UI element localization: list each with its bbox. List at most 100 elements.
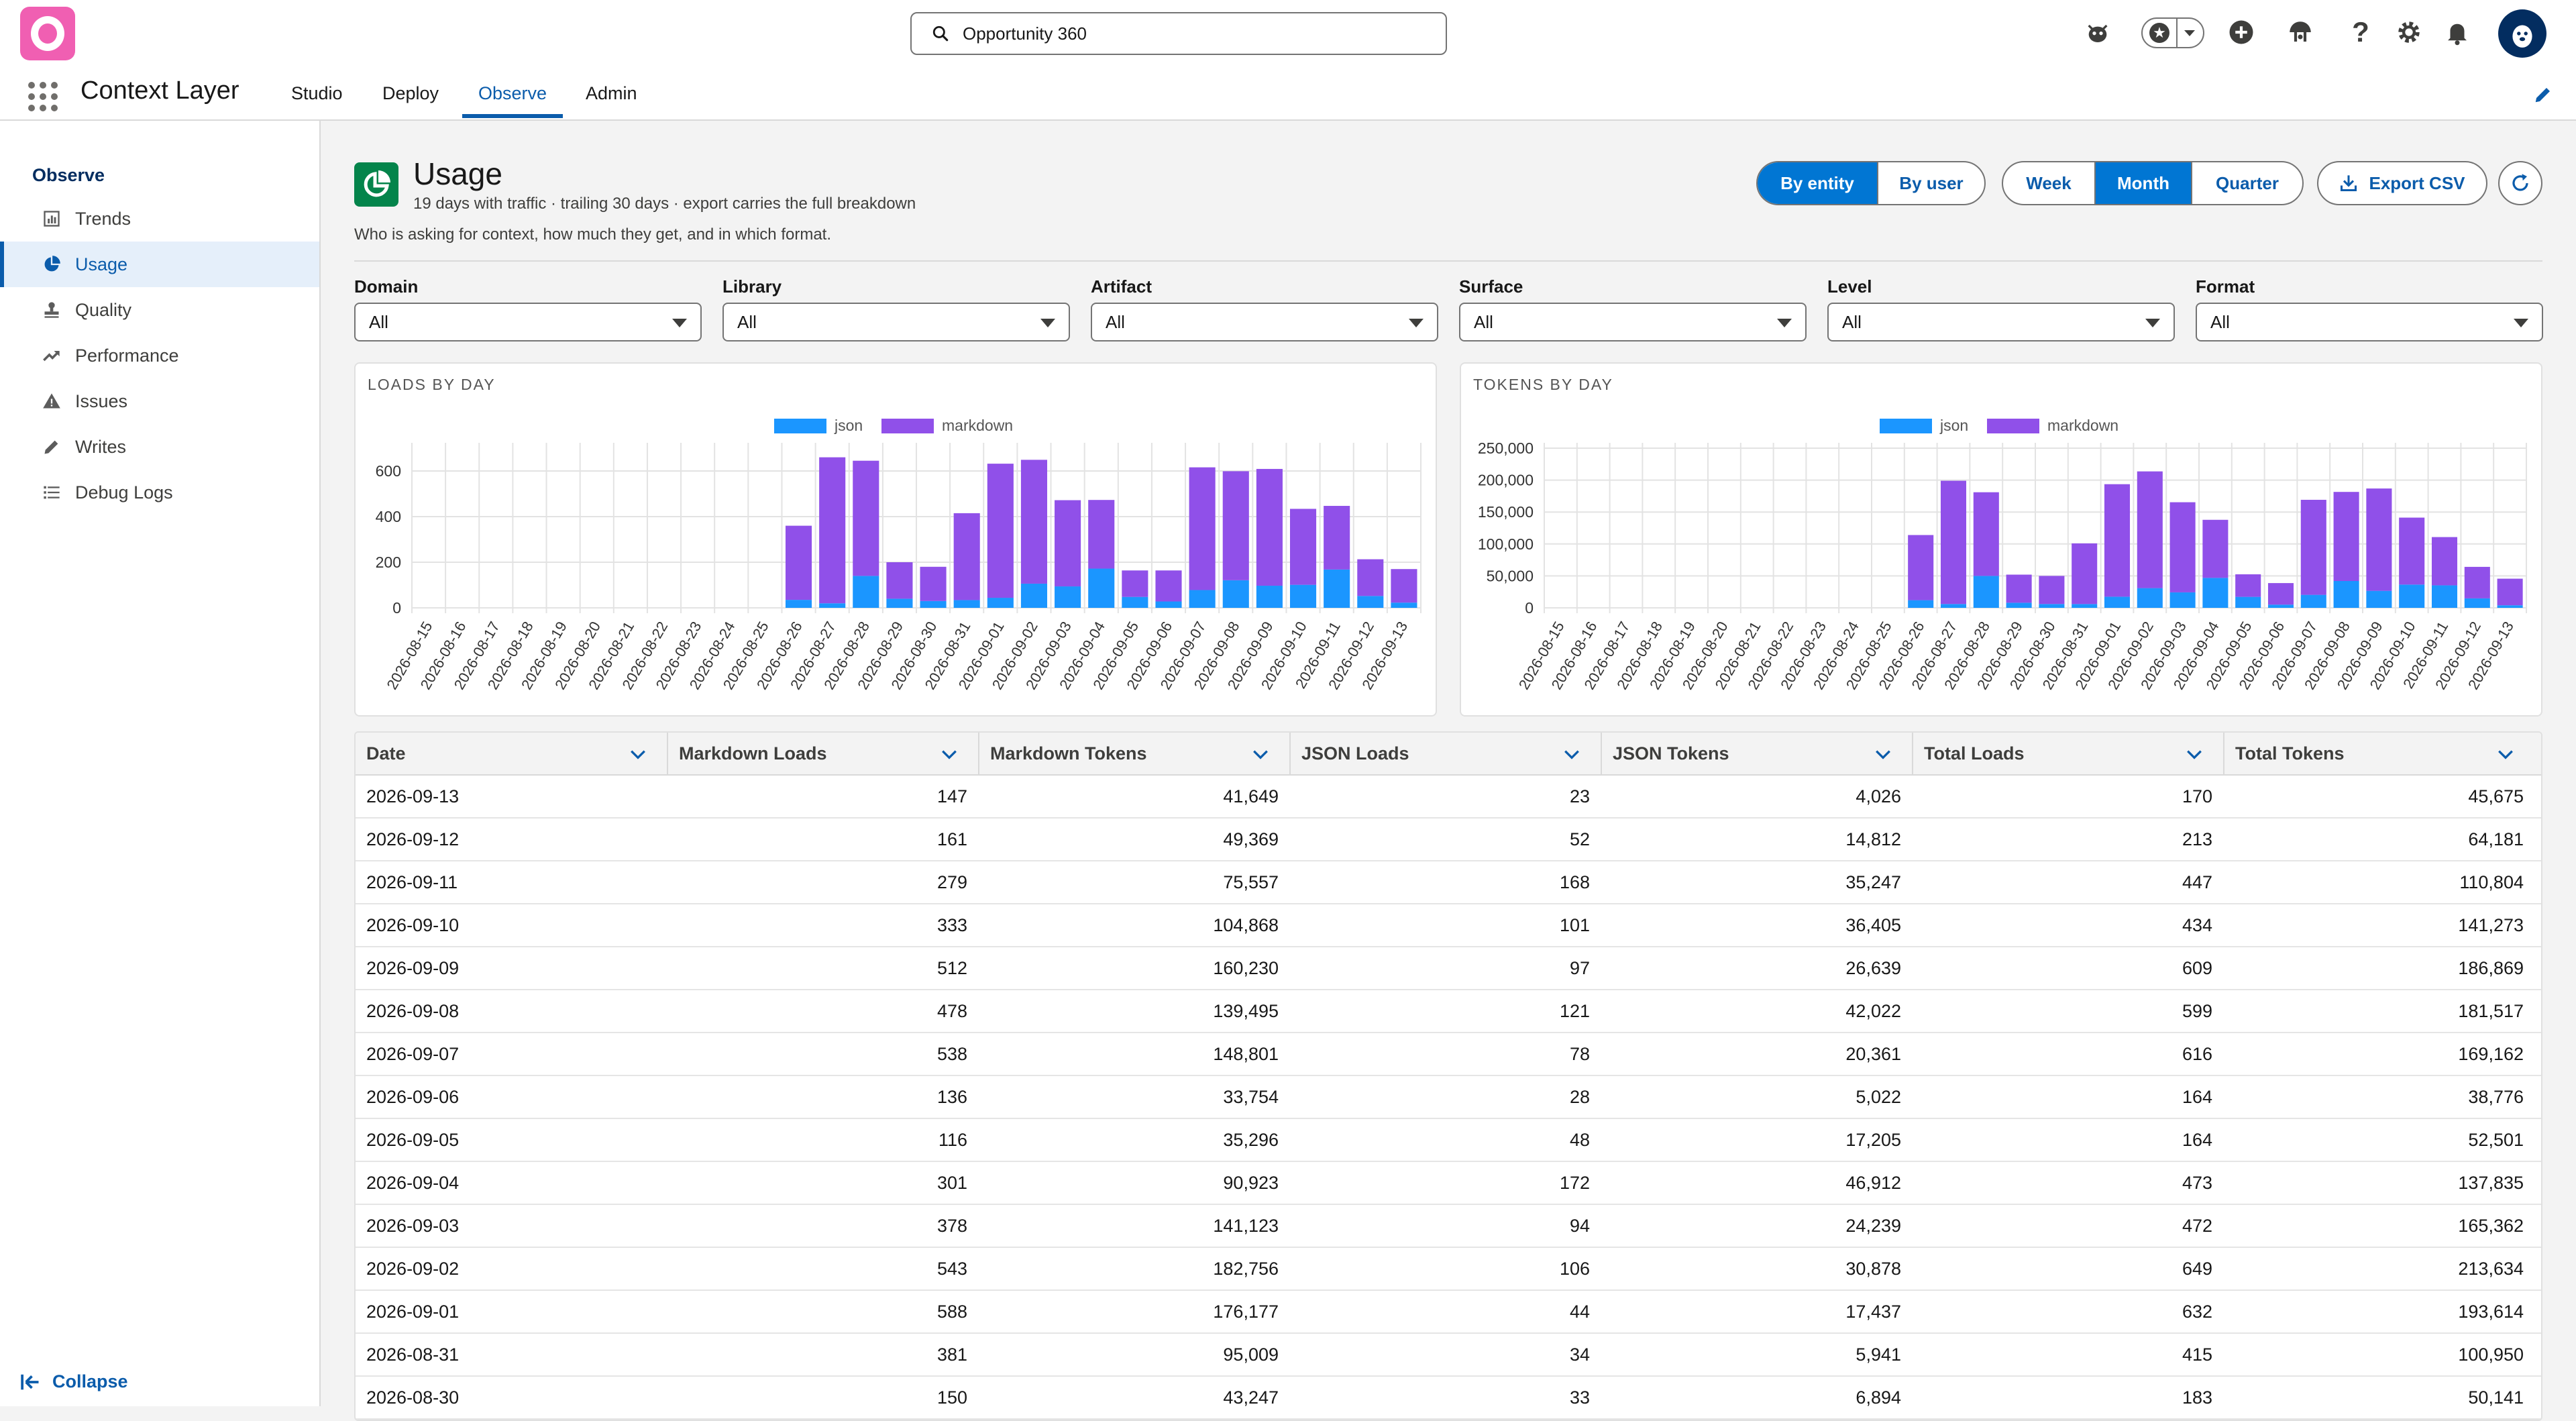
column-header[interactable]: JSON Tokens [1601,733,1912,774]
bar-markdown[interactable] [2399,517,2425,585]
level-select[interactable]: All [1827,303,2175,341]
bar-markdown[interactable] [920,566,947,601]
sidebar-item-debug-logs[interactable]: Debug Logs [0,470,319,515]
bar-markdown[interactable] [2072,543,2098,604]
bar-markdown[interactable] [1908,535,1934,600]
sidebar-item-usage[interactable]: Usage [0,242,319,287]
avatar[interactable] [2498,9,2546,58]
bar-json[interactable] [819,603,846,608]
bar-json[interactable] [2169,592,2196,608]
column-header[interactable]: Markdown Loads [667,733,978,774]
bar-markdown[interactable] [853,460,879,576]
nav-tab-deploy[interactable]: Deploy [382,83,439,103]
bar-json[interactable] [1324,569,1350,608]
bar-json[interactable] [1020,583,1048,608]
bar-json[interactable] [1122,596,1148,608]
help-icon[interactable]: ? [2352,16,2369,48]
chevron-down-icon[interactable] [1874,746,1892,767]
by-entity-button[interactable]: By entity [1758,162,1877,204]
trailhead-icon[interactable] [2284,12,2317,52]
bar-markdown[interactable] [2366,488,2392,591]
bar-markdown[interactable] [1973,492,1999,576]
bar-json[interactable] [2300,594,2326,608]
column-header[interactable]: Total Loads [1912,733,2223,774]
bar-json[interactable] [1222,580,1249,608]
format-select[interactable]: All [2196,303,2543,341]
month-button[interactable]: Month [2094,162,2191,204]
gear-icon[interactable] [2392,12,2426,52]
bar-markdown[interactable] [2104,484,2131,597]
sidebar-item-quality[interactable]: Quality [0,287,319,333]
global-search-input[interactable]: Opportunity 360 [910,12,1447,55]
column-header[interactable]: Date [356,733,667,774]
bar-markdown[interactable] [2202,519,2229,578]
bar-markdown[interactable] [1122,570,1148,597]
by-user-button[interactable]: By user [1877,162,1984,204]
bar-json[interactable] [785,600,812,608]
chevron-down-icon[interactable] [1563,746,1580,767]
bar-json[interactable] [2497,605,2523,608]
bar-markdown[interactable] [1189,467,1216,590]
bar-markdown[interactable] [2039,576,2065,604]
bar-markdown[interactable] [1088,500,1115,569]
quarter-button[interactable]: Quarter [2191,162,2302,204]
bar-markdown[interactable] [2267,583,2294,605]
bar-json[interactable] [886,598,913,608]
column-header[interactable]: Total Tokens [2223,733,2534,774]
bar-markdown[interactable] [1055,500,1081,587]
sidebar-item-performance[interactable]: Performance [0,333,319,378]
bar-markdown[interactable] [2431,537,2458,586]
bar-markdown[interactable] [1222,471,1249,580]
library-select[interactable]: All [722,303,1070,341]
bar-json[interactable] [2431,585,2458,608]
collapse-sidebar-button[interactable]: Collapse [20,1371,128,1392]
bar-json[interactable] [2104,596,2131,608]
sidebar-item-writes[interactable]: Writes [0,424,319,470]
chevron-down-icon[interactable] [629,746,647,767]
bar-json[interactable] [853,576,879,608]
edit-nav-icon[interactable] [2533,85,2553,108]
bar-markdown[interactable] [1289,509,1317,585]
domain-select[interactable]: All [354,303,702,341]
nav-tab-admin[interactable]: Admin [586,83,637,103]
bar-json[interactable] [920,600,947,608]
bar-json[interactable] [1289,584,1317,608]
export-csv-button[interactable]: Export CSV [2317,161,2487,205]
bar-json[interactable] [2464,598,2490,608]
bar-markdown[interactable] [2300,499,2326,595]
bar-markdown[interactable] [953,513,980,600]
bar-json[interactable] [2235,596,2261,608]
bar-json[interactable] [1357,596,1384,608]
nav-tab-studio[interactable]: Studio [291,83,343,103]
bar-json[interactable] [2366,590,2392,608]
bar-markdown[interactable] [987,464,1014,598]
bar-json[interactable] [1155,601,1182,608]
bar-json[interactable] [1256,586,1283,608]
bar-json[interactable] [1391,602,1417,608]
nav-tab-observe[interactable]: Observe [462,83,564,118]
bar-markdown[interactable] [1940,480,1967,604]
bar-json[interactable] [1908,600,1934,608]
bar-markdown[interactable] [1391,569,1417,603]
bar-markdown[interactable] [2169,502,2196,592]
bar-json[interactable] [2202,578,2229,608]
sidebar-item-trends[interactable]: Trends [0,196,319,242]
bar-json[interactable] [953,600,980,608]
chevron-down-icon[interactable] [1252,746,1269,767]
bar-markdown[interactable] [2464,566,2490,598]
refresh-button[interactable] [2498,161,2542,205]
bar-markdown[interactable] [1324,506,1350,570]
bar-json[interactable] [2137,588,2163,608]
bar-json[interactable] [1189,590,1216,608]
app-launcher-icon[interactable] [28,82,58,111]
bar-markdown[interactable] [2006,574,2032,603]
bar-markdown[interactable] [2333,492,2359,581]
bar-markdown[interactable] [785,525,812,600]
bar-json[interactable] [1088,568,1115,608]
bar-markdown[interactable] [2497,578,2523,606]
bell-icon[interactable] [2440,12,2474,52]
bar-markdown[interactable] [2137,471,2163,588]
bar-markdown[interactable] [819,457,846,604]
chevron-down-icon[interactable] [941,746,958,767]
bar-json[interactable] [2006,602,2032,608]
